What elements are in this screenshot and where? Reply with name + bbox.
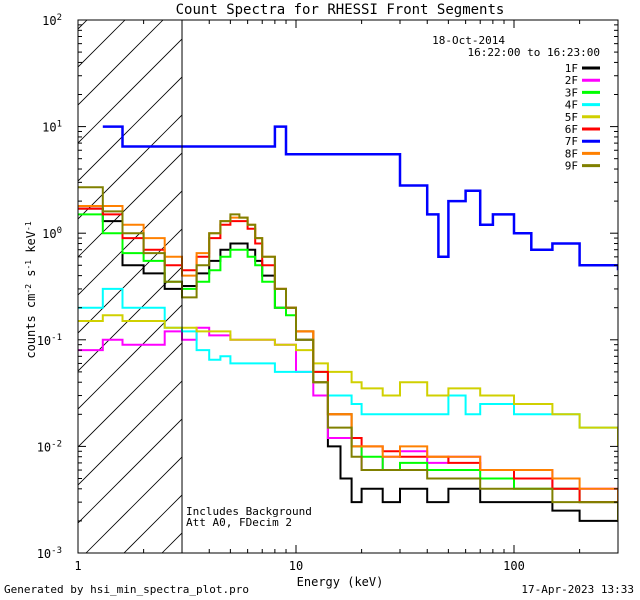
y-tick-label: 102 [42, 13, 62, 28]
hatch-line [0, 0, 76, 553]
hatch-line [78, 228, 183, 334]
series-group [78, 125, 618, 522]
x-tick-label: 1 [74, 559, 81, 573]
hatch-line [78, 20, 126, 68]
series-line-4F [78, 287, 618, 438]
annotation-background: Includes Background [186, 505, 312, 518]
y-tick-label: 101 [42, 120, 62, 135]
legend-label-4F: 4F [565, 99, 578, 112]
annotation-attenuator: Att A0, FDecim 2 [186, 516, 292, 529]
hatch-line [78, 190, 183, 296]
x-axis-label: Energy (keV) [297, 575, 384, 589]
axis-ticks: 10-3 10-2 10-1 100 101 102 1 10 100 [37, 13, 619, 573]
date-label: 18-Oct-2014 [432, 34, 505, 47]
y-tick-label: 10-3 [37, 546, 62, 561]
series-line-1F [78, 207, 618, 522]
hatch-line [78, 266, 183, 372]
legend-label-9F: 9F [565, 160, 578, 173]
hatch-line [78, 20, 164, 106]
hatch-line [78, 38, 183, 144]
y-tick-label: 100 [42, 226, 62, 241]
hatch-line [78, 418, 183, 524]
plot-frame [77, 19, 619, 554]
x-tick-label: 10 [289, 559, 303, 573]
legend-label-8F: 8F [565, 147, 578, 160]
hatch-line [85, 456, 183, 553]
generated-date-label: 17-Apr-2023 13:33 [521, 583, 634, 596]
series-line-9F [78, 186, 618, 521]
legend-label-1F: 1F [565, 62, 578, 75]
series-line-3F [78, 213, 618, 504]
legend-label-7F: 7F [565, 135, 578, 148]
hatch-line [78, 114, 183, 220]
excluded-energy-hatch [0, 0, 183, 553]
chart-title: Count Spectra for RHESSI Front Segments [176, 2, 505, 18]
x-tick-label: 100 [503, 559, 525, 573]
hatch-line [78, 76, 183, 182]
series-line-7F [102, 125, 618, 271]
y-tick-label: 10-1 [37, 333, 62, 348]
y-axis-label: counts cm-2 s-1 keV-1 [24, 221, 38, 358]
legend-label-6F: 6F [565, 123, 578, 136]
time-range-label: 16:22:00 to 16:23:00 [468, 46, 600, 59]
generated-by-label: Generated by hsi_min_spectra_plot.pro [4, 583, 250, 596]
legend-label-3F: 3F [565, 86, 578, 99]
y-tick-label: 10-2 [37, 439, 62, 454]
series-line-5F [78, 314, 618, 447]
hatch-line [78, 152, 183, 258]
hatch-line [78, 380, 183, 486]
legend-label-5F: 5F [565, 111, 578, 124]
legend-label-2F: 2F [565, 74, 578, 87]
